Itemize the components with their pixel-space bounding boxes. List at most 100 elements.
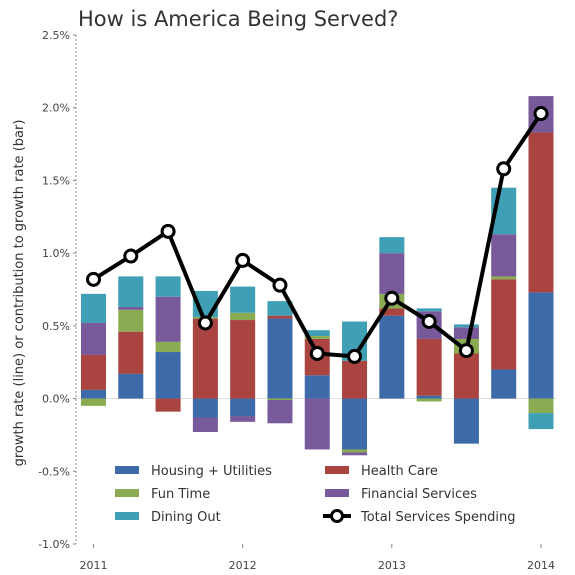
total-line-point	[421, 313, 437, 329]
bar-segment	[416, 395, 442, 399]
bar-segment	[81, 354, 106, 390]
y-axis: -1.0% -0.5% 0.0% 0.5% 1.0% 1.5% 2.0% 2.5%	[38, 29, 77, 551]
legend-swatch	[325, 489, 349, 497]
bar-segment	[379, 315, 405, 399]
bar-segment	[453, 324, 479, 328]
total-line-point	[235, 252, 251, 268]
bar-segment	[342, 360, 368, 399]
bar-segment	[528, 292, 554, 399]
bar-segment	[379, 237, 405, 254]
y-tick-label: -0.5%	[38, 465, 70, 478]
total-line-point	[272, 277, 288, 293]
bar-segment	[304, 375, 330, 399]
x-tick-label: 2014	[527, 559, 555, 572]
bar-segment	[230, 398, 256, 417]
y-axis-title: growth rate (line) or contribution to gr…	[12, 120, 27, 467]
x-tick-label: 2012	[229, 559, 257, 572]
legend-label: Housing + Utilities	[151, 464, 272, 479]
bar-segment	[192, 398, 218, 418]
bar-segment	[230, 416, 256, 422]
bar-segment	[81, 389, 106, 399]
bar-segment	[230, 320, 256, 399]
bar-segment	[491, 369, 517, 399]
y-tick-label: 0.5%	[42, 320, 70, 333]
total-line-point	[123, 248, 139, 264]
bar-segment	[118, 331, 144, 374]
bar-segment	[81, 322, 106, 355]
bar-segment	[342, 398, 368, 450]
bar-segment	[416, 338, 442, 396]
bar-segment	[342, 452, 368, 456]
legend-swatch	[325, 466, 349, 474]
legend-label: Total Services Spending	[360, 510, 516, 525]
bar-segment	[155, 276, 181, 297]
y-tick-label: 2.5%	[42, 29, 70, 42]
bar-segment	[379, 253, 405, 294]
bar-segment	[118, 373, 144, 399]
y-tick-label: -1.0%	[38, 538, 70, 551]
bar-segment	[491, 234, 517, 277]
bar-segment	[342, 449, 368, 453]
total-line-group	[86, 106, 549, 364]
bar-segment	[267, 400, 293, 424]
legend-line-marker	[330, 509, 344, 523]
bar-segment	[453, 327, 479, 339]
legend-label: Financial Services	[361, 487, 477, 502]
y-tick-label: 1.5%	[42, 174, 70, 187]
y-tick-label: 1.0%	[42, 247, 70, 260]
total-line-point	[347, 348, 363, 364]
total-line-point	[197, 315, 213, 331]
bar-segment	[491, 276, 517, 280]
bar-segment	[192, 318, 218, 399]
bar-segment	[491, 279, 517, 370]
total-line-point	[384, 290, 400, 306]
bar-segment	[118, 309, 144, 332]
bar-segment	[453, 353, 479, 399]
bar-segment	[528, 413, 554, 430]
bar-segment	[304, 398, 330, 450]
bar-segment	[155, 341, 181, 353]
legend: Housing + Utilities Health Care Fun Time Fi…	[115, 464, 516, 525]
bar-segment	[230, 312, 256, 321]
bar-segment	[528, 132, 554, 293]
bar-segment	[453, 398, 479, 444]
total-line-point	[86, 271, 101, 287]
bar-segment	[267, 301, 293, 316]
bar-segment	[416, 398, 442, 402]
bar-segment	[155, 398, 181, 412]
bar-segment	[81, 398, 106, 406]
legend-label: Fun Time	[151, 487, 210, 502]
bar-segment	[230, 286, 256, 313]
bar-segment	[528, 398, 554, 414]
bar-segment	[81, 293, 106, 323]
bar-segment	[304, 330, 330, 337]
total-line-point	[160, 223, 176, 239]
bar-segment	[118, 276, 144, 307]
y-tick-label: 2.0%	[42, 102, 70, 115]
bar-segment	[379, 308, 405, 316]
total-line-point	[533, 106, 549, 122]
x-tick-label: 2011	[80, 559, 108, 572]
bar-segment	[118, 306, 144, 310]
bar-segment	[155, 296, 181, 342]
legend-swatch	[115, 466, 139, 474]
bar-segment	[155, 352, 181, 399]
bar-segment	[267, 398, 293, 401]
total-line-point	[458, 343, 474, 359]
legend-swatch	[115, 489, 139, 497]
x-tick-label: 2013	[378, 559, 406, 572]
bar-segment	[267, 318, 293, 399]
y-tick-label: 0.0%	[42, 393, 70, 406]
total-line-point	[496, 161, 512, 177]
bar-segment	[304, 336, 330, 339]
legend-swatch	[115, 512, 139, 520]
legend-label: Health Care	[361, 464, 438, 479]
chart-title: How is America Being Served?	[78, 7, 398, 31]
legend-label: Dining Out	[151, 510, 221, 525]
bar-series-group	[81, 96, 554, 456]
bar-segment	[416, 308, 442, 312]
bar-segment	[192, 417, 218, 433]
total-line-point	[309, 345, 325, 361]
bar-segment	[267, 315, 293, 319]
